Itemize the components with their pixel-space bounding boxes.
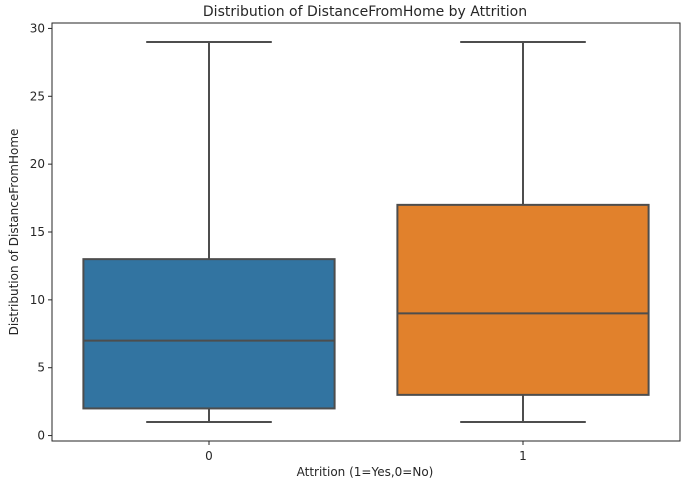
plot-area: 0 5 10 15 20 25 30 0 1 (30, 21, 681, 463)
box-category-0 (82, 258, 336, 410)
y-tick-label: 30 (30, 21, 45, 35)
y-axis-title: Distribution of DistanceFromHome (7, 129, 21, 336)
y-tick-label: 25 (30, 89, 45, 103)
y-tick-label: 20 (30, 157, 45, 171)
x-tick-label: 1 (519, 449, 527, 463)
x-axis-title: Attrition (1=Yes,0=No) (297, 465, 434, 479)
y-tick-label: 5 (37, 361, 45, 375)
y-tick-label: 15 (30, 225, 45, 239)
chart-title: Distribution of DistanceFromHome by Attr… (203, 4, 527, 20)
box-category-1 (396, 203, 650, 396)
y-tick-label: 10 (30, 293, 45, 307)
x-tick-label: 0 (205, 449, 213, 463)
plot-frame (51, 22, 681, 442)
y-tick-label: 0 (37, 429, 45, 443)
